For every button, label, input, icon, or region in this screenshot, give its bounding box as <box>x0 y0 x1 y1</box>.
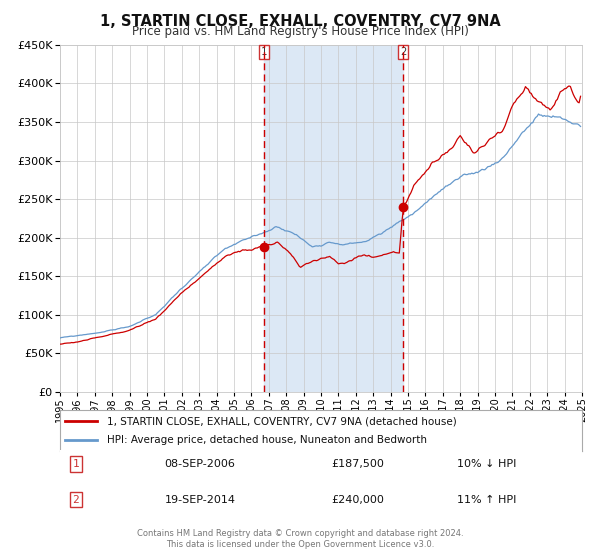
Text: 1: 1 <box>72 459 79 469</box>
Text: £240,000: £240,000 <box>331 494 385 505</box>
Text: £187,500: £187,500 <box>331 459 385 469</box>
Text: 1, STARTIN CLOSE, EXHALL, COVENTRY, CV7 9NA: 1, STARTIN CLOSE, EXHALL, COVENTRY, CV7 … <box>100 14 500 29</box>
Text: 1: 1 <box>260 47 267 57</box>
Text: 11% ↑ HPI: 11% ↑ HPI <box>457 494 516 505</box>
Bar <box>264 45 403 392</box>
Text: 10% ↓ HPI: 10% ↓ HPI <box>457 459 516 469</box>
Text: 08-SEP-2006: 08-SEP-2006 <box>164 459 235 469</box>
Text: Contains HM Land Registry data © Crown copyright and database right 2024.: Contains HM Land Registry data © Crown c… <box>137 529 463 538</box>
Text: Price paid vs. HM Land Registry's House Price Index (HPI): Price paid vs. HM Land Registry's House … <box>131 25 469 38</box>
Text: 1, STARTIN CLOSE, EXHALL, COVENTRY, CV7 9NA (detached house): 1, STARTIN CLOSE, EXHALL, COVENTRY, CV7 … <box>107 417 457 426</box>
Text: This data is licensed under the Open Government Licence v3.0.: This data is licensed under the Open Gov… <box>166 540 434 549</box>
Text: 2: 2 <box>72 494 79 505</box>
Text: 2: 2 <box>400 47 406 57</box>
Text: HPI: Average price, detached house, Nuneaton and Bedworth: HPI: Average price, detached house, Nune… <box>107 435 427 445</box>
Text: 19-SEP-2014: 19-SEP-2014 <box>164 494 235 505</box>
